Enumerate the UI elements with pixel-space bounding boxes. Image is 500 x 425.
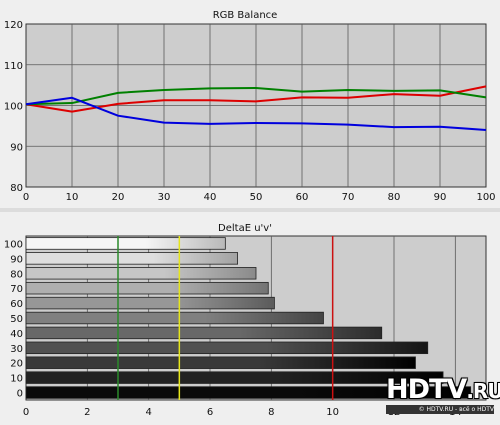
deltae-bar [25,267,257,280]
deltae-bar [25,252,239,265]
rgb-balance-grid [26,24,486,187]
rgb-balance-lines [25,85,487,131]
deltae-y-tick-label: 10 [10,374,23,385]
rgb-balance-x-tick-label: 0 [23,192,29,203]
deltae-bar [25,281,269,295]
watermark-logo-main: HDTV [386,374,467,405]
deltae-bar [25,371,444,384]
deltae-bar [25,386,472,399]
rgb-balance-y-tick-label: 100 [4,102,23,113]
deltae-bar [25,341,429,355]
rgb-balance-x-tick-label: 30 [158,192,171,203]
rgb-balance-title: RGB Balance [213,10,278,21]
rgb-balance-series-line [25,86,487,106]
rgb-balance-x-tick-label: 70 [342,192,355,203]
deltae-bar [25,311,324,325]
rgb-balance-x-tick-label: 20 [112,192,125,203]
deltae-title: DeltaE u'v' [218,223,272,234]
rgb-balance-y-tick-label: 90 [10,142,23,153]
hdtv-watermark-logo: HDTV.RU © HDTV.RU - всё о HDTV [386,374,500,415]
deltae-y-tick-label: 0 [17,389,23,400]
rgb-balance-x-tick-label: 60 [296,192,309,203]
watermark-logo-text: HDTV.RU [386,374,500,405]
deltae-x-tick-label: 10 [326,407,339,418]
rgb-balance-y-tick-label: 120 [4,20,23,31]
watermark-logo-suffix: .RU [466,379,500,403]
deltae-y-tick-label: 60 [10,299,23,310]
rgb-balance-x-tick-label: 90 [434,192,447,203]
deltae-bar [25,356,416,369]
rgb-balance-y-tick-label: 110 [4,61,23,72]
deltae-y-tick-label: 80 [10,269,23,280]
deltae-y-tick-label: 90 [10,254,23,265]
deltae-x-tick-label: 0 [23,407,29,418]
deltae-threshold-lines [117,236,334,400]
rgb-balance-x-tick-label: 50 [250,192,263,203]
rgb-balance-x-tick-label: 80 [388,192,401,203]
deltae-y-tick-label: 50 [10,314,23,325]
deltae-y-tick-label: 40 [10,329,23,340]
deltae-bar [25,296,275,310]
deltae-x-tick-label: 2 [84,407,90,418]
rgb-balance-x-tick-label: 100 [476,192,495,203]
deltae-bars [25,237,472,399]
deltae-y-tick-label: 100 [4,239,23,250]
rgb-balance-series-line [25,96,487,131]
deltae-y-tick-label: 30 [10,344,23,355]
rgb-balance-series-line [25,85,487,113]
deltae-x-tick-label: 8 [268,407,274,418]
watermark-tagline: © HDTV.RU - всё о HDTV [386,405,494,414]
rgb-balance-x-tick-label: 40 [204,192,217,203]
deltae-bar [25,237,226,250]
rgb-balance-ticks: 0 10 20 30 40 50 60 70 80 90 100 80 90 100 110 120 [4,20,496,203]
rgb-balance-y-tick-label: 80 [10,183,23,194]
chart-separator [0,208,500,212]
deltae-y-tick-label: 20 [10,359,23,370]
deltae-x-tick-label: 4 [145,407,151,418]
deltae-x-tick-label: 6 [207,407,213,418]
deltae-y-tick-label: 70 [10,284,23,295]
rgb-balance-x-tick-label: 10 [66,192,79,203]
deltae-bar [25,326,383,340]
